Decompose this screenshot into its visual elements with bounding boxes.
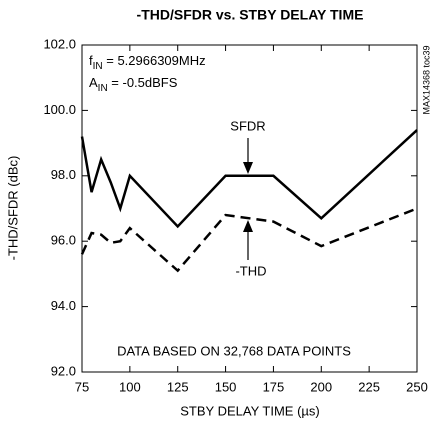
chart-title: -THD/SFDR vs. STBY DELAY TIME bbox=[137, 7, 364, 23]
annotation-part: f bbox=[89, 53, 93, 68]
arrow-head bbox=[243, 162, 253, 174]
x-tick-label: 175 bbox=[263, 379, 285, 394]
x-tick-label: 225 bbox=[358, 379, 380, 394]
series-label: SFDR bbox=[230, 118, 265, 133]
annotation: fIN = 5.2966309MHz bbox=[89, 53, 206, 71]
plot-frame bbox=[81, 44, 418, 373]
annotation-part: = -0.5dBFS bbox=[108, 75, 178, 90]
arrow-head bbox=[243, 220, 253, 232]
annotation-part: = 5.2966309MHz bbox=[103, 53, 206, 68]
series-line bbox=[80, 207, 418, 273]
y-tick-label: 92.0 bbox=[51, 363, 76, 378]
y-axis-label: -THD/SFDR (dBc) bbox=[5, 156, 20, 261]
x-tick-label: 250 bbox=[406, 379, 428, 394]
x-axis-label: STBY DELAY TIME (µs) bbox=[180, 403, 319, 418]
x-tick-label: 100 bbox=[119, 379, 141, 394]
series-line bbox=[80, 129, 418, 229]
y-tick-label: 98.0 bbox=[51, 167, 76, 182]
series-label: -THD bbox=[235, 263, 266, 278]
y-tick-label: 96.0 bbox=[51, 233, 76, 248]
y-tick-label: 100.0 bbox=[43, 102, 76, 117]
x-tick-label: 150 bbox=[215, 379, 237, 394]
y-tick-label: 102.0 bbox=[43, 36, 76, 51]
y-tick-label: 94.0 bbox=[51, 298, 76, 313]
annotation: DATA BASED ON 32,768 DATA POINTS bbox=[117, 343, 351, 358]
x-tick-label: 125 bbox=[167, 379, 189, 394]
annotation-sub: IN bbox=[93, 61, 103, 72]
annotation-part: A bbox=[89, 75, 98, 90]
x-tick-label: 75 bbox=[75, 379, 89, 394]
figure-code: MAX14368 toc39 bbox=[421, 45, 431, 114]
annotation-sub: IN bbox=[98, 83, 108, 94]
annotation: AIN = -0.5dBFS bbox=[89, 75, 178, 93]
x-tick-label: 200 bbox=[310, 379, 332, 394]
